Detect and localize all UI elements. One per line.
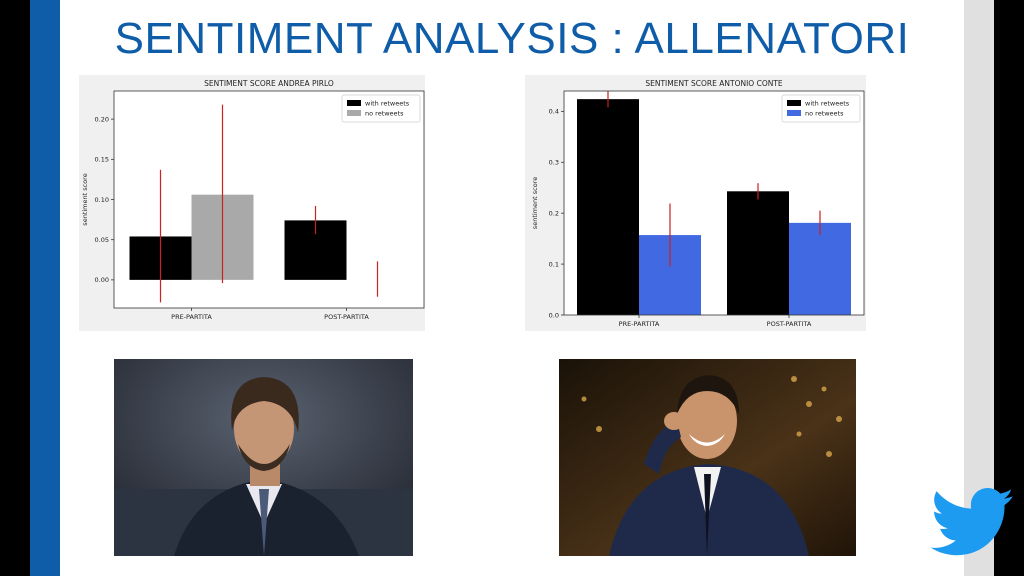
left-accent-bar — [30, 0, 60, 576]
y-axis-label: sentiment score — [531, 177, 539, 229]
y-tick-label: 0.2 — [549, 209, 559, 217]
chart-pirlo-svg: SENTIMENT SCORE ANDREA PIRLO sentiment sc… — [81, 79, 425, 321]
plot-frame — [113, 90, 425, 309]
photo-conte — [559, 359, 856, 556]
chart-title: SENTIMENT SCORE ANDREA PIRLO — [204, 79, 334, 88]
photo-pirlo — [114, 359, 413, 556]
y-tick-label: 0.1 — [549, 260, 559, 268]
legend-swatch — [347, 100, 361, 106]
legend — [341, 94, 421, 123]
bar-conte-with-retweets-post-partita — [727, 191, 789, 315]
y-axis-label: sentiment score — [81, 173, 89, 225]
y-tick-label: 0.0 — [549, 311, 559, 319]
y-tick-label: 0.20 — [95, 115, 109, 123]
chart-title: SENTIMENT SCORE ANTONIO CONTE — [645, 79, 783, 88]
twitter-bird-icon — [930, 488, 1014, 556]
slide-title: SENTIMENT ANALYSIS : ALLENATORI — [114, 14, 910, 63]
y-tick-label: 0.3 — [549, 159, 559, 167]
x-tick-label: POST-PARTITA — [324, 313, 369, 321]
plot-frame — [563, 90, 865, 316]
legend-label: no retweets — [805, 110, 844, 118]
chart-conte: SENTIMENT SCORE ANTONIO CONTE sentiment s… — [525, 75, 866, 331]
legend-label: with retweets — [805, 100, 850, 108]
x-tick-label: POST-PARTITA — [767, 320, 812, 328]
chart-pirlo: SENTIMENT SCORE ANDREA PIRLO sentiment sc… — [79, 75, 425, 331]
x-tick-label: PRE-PARTITA — [171, 313, 212, 321]
legend-label: with retweets — [365, 100, 410, 108]
y-tick-label: 0.10 — [95, 196, 109, 204]
right-side-bar — [964, 0, 994, 576]
x-tick-label: PRE-PARTITA — [619, 320, 660, 328]
y-tick-label: 0.4 — [549, 108, 559, 116]
legend-swatch — [787, 100, 801, 106]
legend-label: no retweets — [365, 110, 404, 118]
legend-swatch — [787, 110, 801, 116]
chart-conte-svg: SENTIMENT SCORE ANTONIO CONTE sentiment s… — [531, 79, 865, 328]
bar-conte-with-retweets-pre-partita — [577, 99, 639, 316]
bar-conte-no-retweets-post-partita — [789, 222, 851, 315]
y-tick-label: 0.05 — [95, 236, 109, 244]
legend-swatch — [347, 110, 361, 116]
y-tick-label: 0.15 — [95, 156, 109, 164]
legend — [781, 94, 861, 123]
y-tick-label: 0.00 — [95, 276, 109, 284]
